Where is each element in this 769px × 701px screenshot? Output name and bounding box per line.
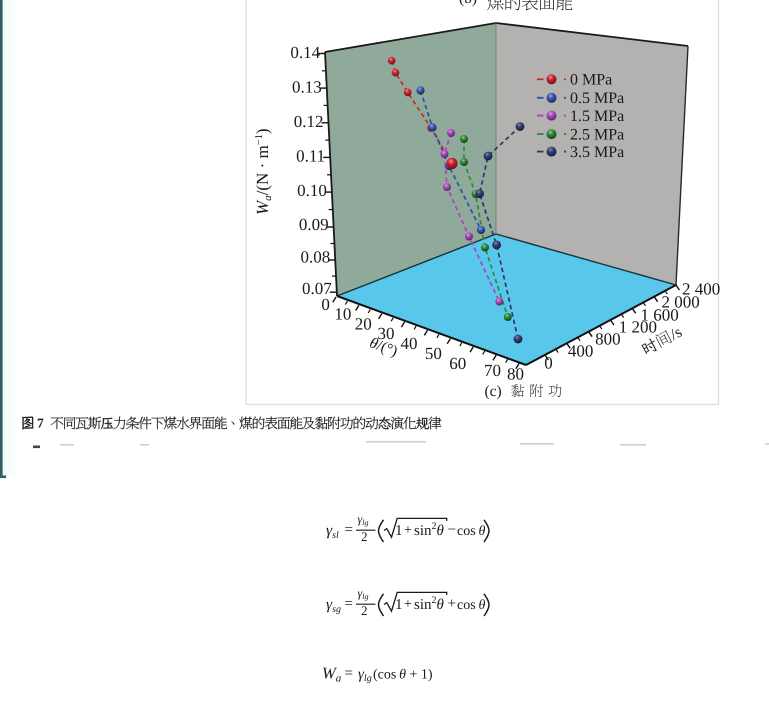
svg-text:1 200: 1 200 xyxy=(619,317,657,336)
svg-text:1 600: 1 600 xyxy=(641,305,679,324)
svg-text:cos θ: cos θ xyxy=(457,524,485,539)
svg-text:2.5 MPa: 2.5 MPa xyxy=(570,126,624,143)
svg-text:=: = xyxy=(345,666,353,682)
svg-text:400: 400 xyxy=(568,342,594,361)
svg-text:γlg: γlg xyxy=(358,586,369,601)
svg-text:0: 0 xyxy=(544,354,553,373)
svg-text:1: 1 xyxy=(395,523,403,539)
svg-text:10: 10 xyxy=(334,304,351,323)
svg-text:20: 20 xyxy=(355,315,372,334)
svg-text:(c): (c) xyxy=(485,383,502,400)
svg-text:0.14: 0.14 xyxy=(290,43,320,62)
svg-text:(cos θ + 1): (cos θ + 1) xyxy=(373,668,433,683)
svg-text:50: 50 xyxy=(425,344,442,363)
svg-text:+: + xyxy=(404,523,412,538)
svg-text:60: 60 xyxy=(449,354,466,373)
svg-text:2 000: 2 000 xyxy=(662,292,700,311)
svg-text:2 400: 2 400 xyxy=(682,279,720,298)
svg-text:70: 70 xyxy=(484,361,501,380)
svg-text:3.5 MPa: 3.5 MPa xyxy=(570,144,624,161)
svg-text:800: 800 xyxy=(595,329,621,348)
svg-text:γlg: γlg xyxy=(358,512,369,527)
svg-text:=: = xyxy=(345,596,353,612)
svg-text:=: = xyxy=(345,522,353,538)
svg-text:0: 0 xyxy=(321,295,330,314)
svg-text:1.5 MPa: 1.5 MPa xyxy=(570,108,624,125)
svg-text:80: 80 xyxy=(507,365,524,384)
svg-text:sin2θ: sin2θ xyxy=(414,521,445,539)
svg-text:(b): (b) xyxy=(459,0,477,7)
svg-text:0.12: 0.12 xyxy=(294,112,324,131)
svg-text:0 MPa: 0 MPa xyxy=(570,72,612,89)
svg-text:0.07: 0.07 xyxy=(302,279,332,298)
svg-text:0.09: 0.09 xyxy=(299,215,329,234)
svg-text:+: + xyxy=(404,597,412,612)
svg-text:cos θ: cos θ xyxy=(457,598,485,613)
svg-text:0.08: 0.08 xyxy=(300,247,330,266)
svg-text:0.13: 0.13 xyxy=(292,78,322,97)
svg-text:Wa/(N · m−1): Wa/(N · m−1) xyxy=(253,128,274,215)
svg-text:40: 40 xyxy=(401,334,418,353)
svg-text:2: 2 xyxy=(361,603,368,618)
svg-text:0.11: 0.11 xyxy=(296,146,325,165)
svg-text:30: 30 xyxy=(378,324,395,343)
svg-text:2: 2 xyxy=(361,529,368,544)
svg-text:7: 7 xyxy=(37,416,44,431)
svg-text:1: 1 xyxy=(395,597,403,613)
svg-text:sin2θ: sin2θ xyxy=(414,595,445,613)
svg-text:0.5 MPa: 0.5 MPa xyxy=(570,90,624,107)
svg-text:+: + xyxy=(448,596,456,612)
svg-text:−: − xyxy=(448,522,456,538)
svg-text:0.10: 0.10 xyxy=(297,181,327,200)
